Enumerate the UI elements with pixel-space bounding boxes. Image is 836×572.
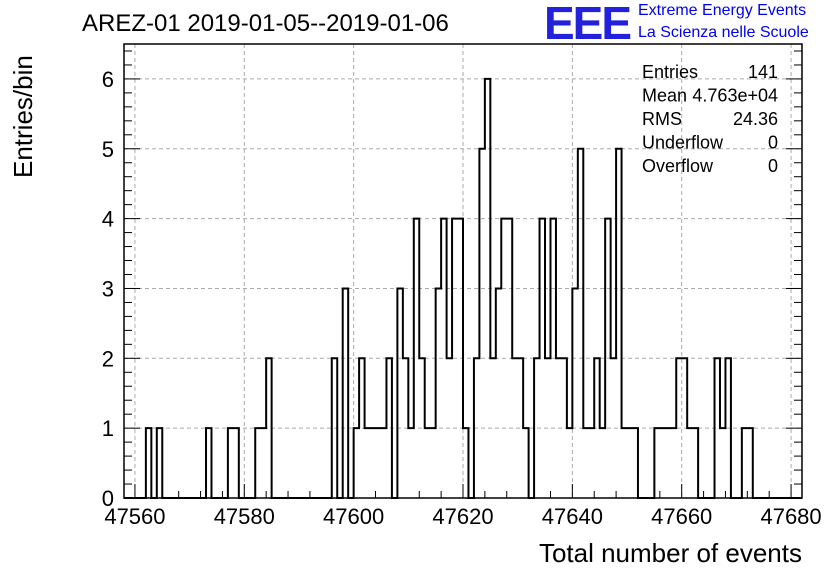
- x-axis-label: Total number of events: [539, 538, 802, 568]
- x-tick-label: 47600: [323, 504, 384, 529]
- logo-tagline-2: La Scienza nelle Scuole: [638, 24, 809, 41]
- stat-label: Underflow: [642, 133, 724, 153]
- stat-value: 141: [748, 62, 778, 82]
- stat-label: Entries: [642, 62, 698, 82]
- tick-labels: 47560 47580 47600 47620 47640 47660 47680 0 1 2 3 4…: [102, 67, 822, 529]
- stat-value: 0: [768, 133, 778, 153]
- y-tick-label: 1: [102, 416, 114, 441]
- stat-label: Overflow: [642, 156, 714, 176]
- stat-value: 24.36: [733, 109, 778, 129]
- stat-label: Mean: [642, 86, 687, 106]
- y-tick-label: 3: [102, 276, 114, 301]
- eee-logo: EEE: [544, 0, 632, 49]
- y-axis-label: Entries/bin: [8, 55, 38, 178]
- x-tick-label: 47640: [542, 504, 603, 529]
- chart-title: AREZ-01 2019-01-05--2019-01-06: [82, 10, 449, 37]
- x-tick-label: 47560: [104, 504, 165, 529]
- stats-box: Entries 141 Mean 4.763e+04 RMS 24.36 Underflow…: [642, 62, 778, 176]
- x-tick-label: 47660: [651, 504, 712, 529]
- y-tick-label: 5: [102, 137, 114, 162]
- stat-label: RMS: [642, 109, 682, 129]
- y-tick-label: 4: [102, 207, 114, 232]
- x-tick-label: 47580: [214, 504, 275, 529]
- y-tick-label: 2: [102, 346, 114, 371]
- x-tick-label: 47620: [432, 504, 493, 529]
- y-tick-label: 6: [102, 67, 114, 92]
- x-tick-label: 47680: [760, 504, 821, 529]
- stat-value: 4.763e+04: [692, 86, 778, 106]
- y-tick-label: 0: [102, 486, 114, 511]
- axis-ticks: [124, 50, 802, 499]
- logo-tagline-1: Extreme Energy Events: [638, 2, 807, 19]
- stat-value: 0: [768, 156, 778, 176]
